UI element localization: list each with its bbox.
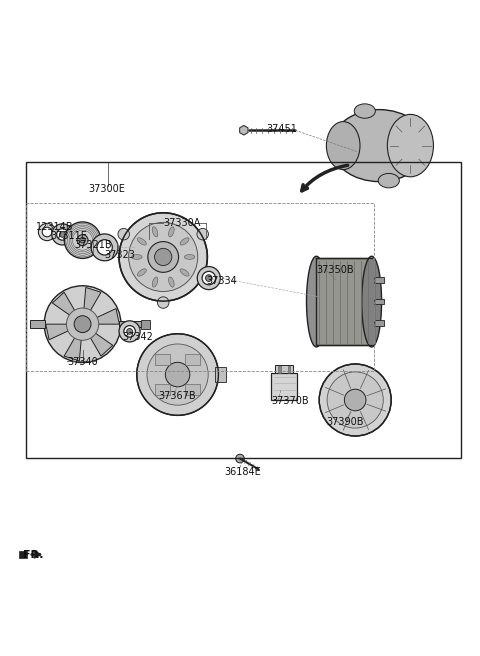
- Ellipse shape: [119, 321, 140, 342]
- Bar: [185, 354, 200, 365]
- Ellipse shape: [205, 275, 212, 281]
- Ellipse shape: [319, 364, 391, 436]
- Text: 37300E: 37300E: [89, 184, 126, 194]
- Bar: [156, 384, 170, 396]
- Text: 37321B: 37321B: [74, 240, 112, 250]
- Polygon shape: [240, 125, 248, 135]
- Text: 37390B: 37390B: [326, 417, 364, 426]
- Ellipse shape: [165, 362, 190, 387]
- Text: 37323: 37323: [105, 250, 135, 260]
- Ellipse shape: [307, 256, 326, 347]
- Text: 12314B: 12314B: [36, 222, 73, 232]
- Ellipse shape: [44, 286, 121, 363]
- Text: 37367B: 37367B: [158, 391, 196, 401]
- Polygon shape: [52, 292, 75, 316]
- Ellipse shape: [60, 232, 65, 237]
- Polygon shape: [90, 333, 113, 356]
- Text: 37342: 37342: [122, 332, 153, 342]
- Bar: [316, 258, 372, 345]
- Ellipse shape: [378, 173, 399, 188]
- Ellipse shape: [91, 234, 118, 261]
- Polygon shape: [64, 337, 81, 361]
- Ellipse shape: [77, 235, 88, 245]
- Ellipse shape: [197, 228, 208, 240]
- Ellipse shape: [326, 121, 360, 170]
- Ellipse shape: [80, 237, 85, 243]
- Ellipse shape: [354, 104, 375, 118]
- Bar: [26, 163, 461, 458]
- Bar: [278, 366, 281, 373]
- Ellipse shape: [66, 308, 99, 340]
- Text: 37311E: 37311E: [50, 231, 87, 241]
- Bar: [185, 384, 200, 396]
- Bar: [374, 298, 384, 304]
- Bar: [19, 551, 27, 558]
- Ellipse shape: [202, 272, 216, 285]
- Ellipse shape: [236, 454, 244, 463]
- Polygon shape: [46, 324, 69, 340]
- Ellipse shape: [38, 223, 56, 241]
- Bar: [156, 354, 170, 365]
- Bar: [30, 320, 45, 328]
- Text: 37350B: 37350B: [317, 266, 354, 276]
- Text: 37330A: 37330A: [164, 218, 201, 228]
- Ellipse shape: [344, 389, 366, 411]
- Ellipse shape: [57, 229, 68, 240]
- Ellipse shape: [64, 222, 101, 258]
- Ellipse shape: [184, 255, 195, 259]
- Text: 37340: 37340: [67, 357, 98, 367]
- Ellipse shape: [118, 228, 130, 240]
- Text: FR.: FR.: [23, 550, 44, 560]
- Polygon shape: [84, 287, 101, 312]
- Ellipse shape: [148, 241, 179, 272]
- Bar: [271, 373, 298, 400]
- Text: 37334: 37334: [206, 276, 237, 286]
- Bar: [26, 203, 374, 371]
- Polygon shape: [96, 308, 120, 324]
- Text: 37451: 37451: [266, 124, 297, 134]
- Ellipse shape: [129, 222, 198, 291]
- Ellipse shape: [387, 114, 433, 177]
- Ellipse shape: [97, 239, 112, 255]
- Ellipse shape: [132, 255, 142, 259]
- Ellipse shape: [331, 110, 427, 182]
- Text: 36184E: 36184E: [225, 467, 262, 477]
- Ellipse shape: [168, 277, 174, 287]
- Ellipse shape: [119, 213, 207, 301]
- Text: 37370B: 37370B: [271, 396, 309, 406]
- Ellipse shape: [52, 224, 73, 245]
- Ellipse shape: [168, 227, 174, 237]
- Ellipse shape: [127, 329, 132, 335]
- Bar: [374, 277, 384, 283]
- Ellipse shape: [180, 269, 189, 276]
- Bar: [275, 365, 293, 373]
- Ellipse shape: [362, 256, 382, 347]
- Ellipse shape: [124, 325, 135, 337]
- Ellipse shape: [137, 237, 146, 245]
- Ellipse shape: [74, 316, 91, 333]
- Bar: [288, 366, 290, 373]
- Bar: [215, 367, 226, 382]
- Bar: [119, 321, 146, 327]
- Ellipse shape: [152, 277, 158, 287]
- Ellipse shape: [155, 249, 172, 266]
- Ellipse shape: [147, 344, 208, 405]
- Ellipse shape: [180, 237, 189, 245]
- Ellipse shape: [42, 227, 52, 237]
- Ellipse shape: [137, 269, 146, 276]
- Bar: [141, 319, 150, 329]
- Ellipse shape: [197, 266, 220, 289]
- Ellipse shape: [327, 372, 383, 428]
- Ellipse shape: [152, 227, 158, 237]
- Ellipse shape: [157, 297, 169, 308]
- Ellipse shape: [137, 334, 218, 415]
- Bar: [374, 320, 384, 326]
